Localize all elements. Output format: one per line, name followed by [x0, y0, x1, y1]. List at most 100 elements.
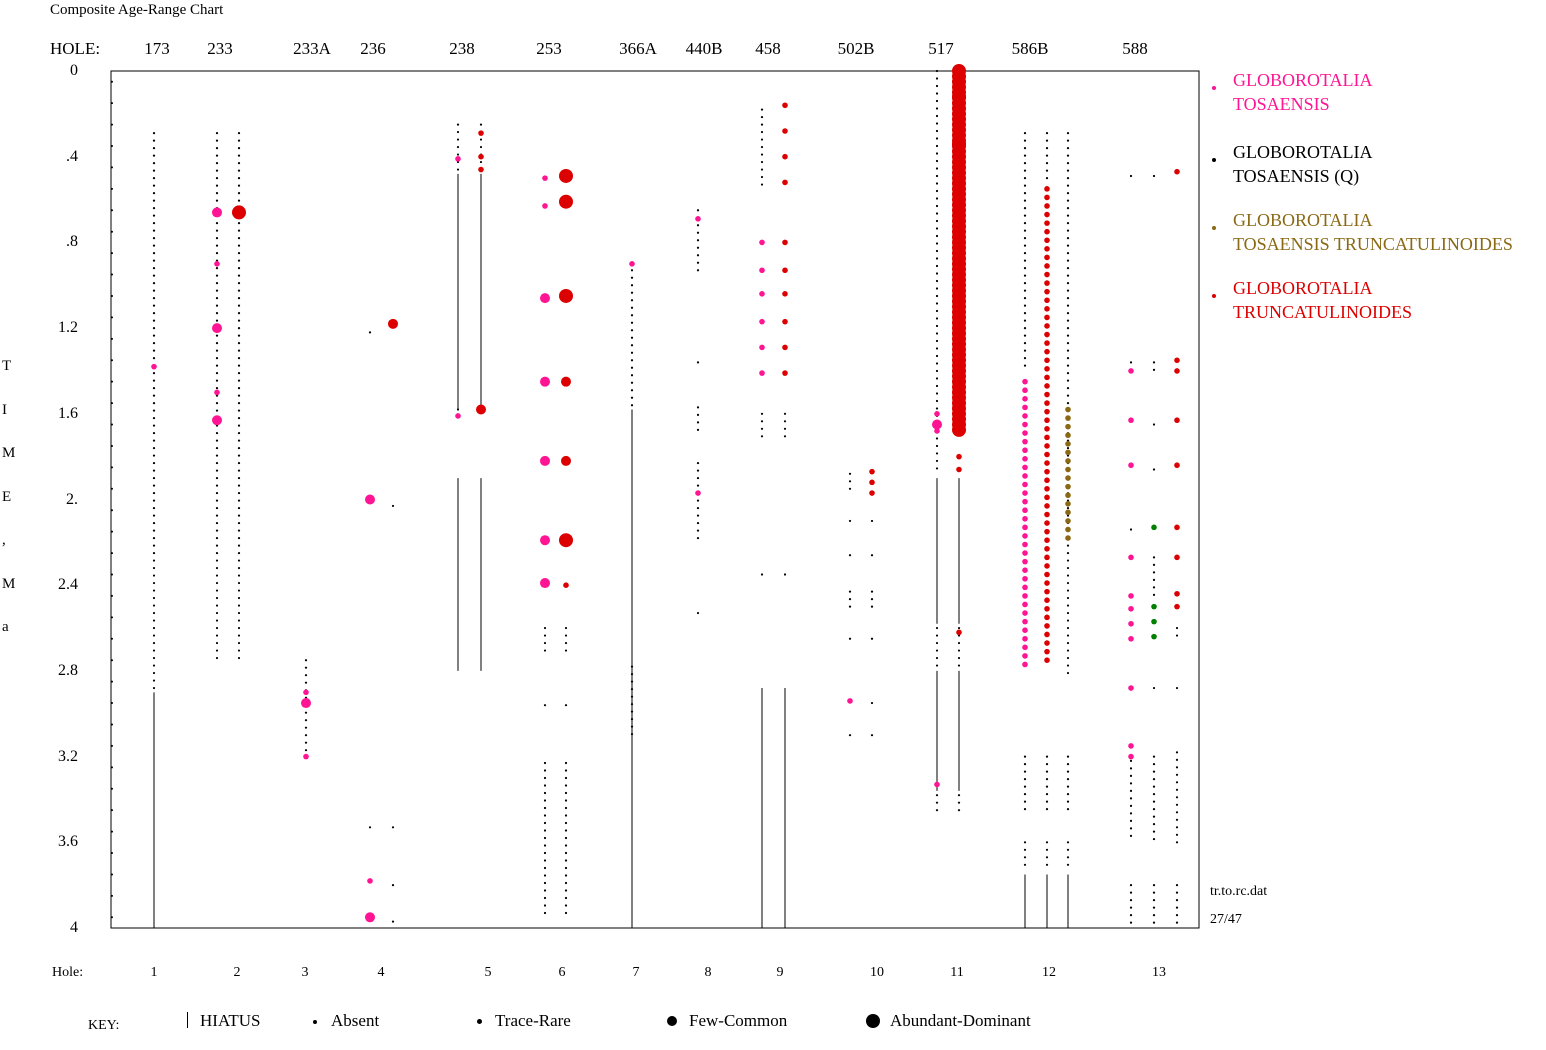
occurrence-dot	[540, 535, 550, 546]
absent-dot	[152, 222, 156, 225]
axis-tick-dot	[111, 594, 113, 597]
absent-dot	[935, 129, 939, 133]
absent-dot	[760, 420, 764, 423]
absent-dot	[696, 536, 700, 540]
axis-tick-dot	[111, 744, 113, 747]
occurrence-dot	[1022, 618, 1028, 625]
absent-dot	[304, 741, 308, 744]
absent-dot	[215, 649, 219, 652]
absent-dot	[215, 484, 219, 487]
absent-dot	[237, 641, 241, 645]
absent-dot	[1066, 394, 1070, 397]
absent-dot	[564, 896, 568, 900]
absent-dot	[215, 297, 219, 300]
absent-dot	[848, 554, 852, 557]
axis-tick-dot	[111, 809, 113, 812]
occurrence-dot	[1022, 455, 1028, 462]
axis-tick-dot	[111, 573, 113, 576]
absent-dot	[564, 836, 568, 840]
absent-dot	[935, 212, 939, 215]
absent-dot	[215, 461, 219, 465]
absent-dot	[237, 356, 241, 360]
hole-code-label: 458	[755, 39, 781, 58]
absent-dot	[215, 641, 219, 645]
occurrence-dot	[388, 318, 398, 329]
hole-number-label: 7	[632, 965, 640, 980]
absent-dot	[630, 321, 634, 324]
absent-dot	[1152, 755, 1156, 758]
key-few-common: Few-Common	[689, 1011, 788, 1030]
occurrence-dot	[540, 578, 550, 589]
occurrence-dot	[1044, 425, 1050, 432]
absent-dot	[1023, 349, 1027, 352]
absent-dot	[543, 889, 547, 892]
key-hiatus: HIATUS	[200, 1011, 261, 1030]
absent-dot	[543, 806, 547, 810]
absent-dot	[152, 237, 156, 240]
y-tick-label: .4	[66, 147, 78, 165]
hole-code-label: 588	[1122, 39, 1148, 58]
absent-dot	[543, 859, 547, 862]
absent-dot	[564, 791, 568, 795]
absent-dot	[237, 551, 241, 555]
absent-dot	[1066, 192, 1070, 195]
hole-number-label: 11	[950, 965, 964, 980]
absent-dot	[760, 130, 764, 134]
absent-dot	[760, 138, 764, 141]
absent-dot	[152, 454, 156, 457]
absent-dot	[935, 227, 939, 230]
absent-dot	[1066, 267, 1070, 270]
absent-dot	[1066, 792, 1070, 796]
absent-dot	[630, 291, 634, 294]
absent-dot	[564, 889, 568, 892]
absent-dot	[564, 806, 568, 810]
absent-dot	[848, 480, 852, 483]
absent-dot	[1045, 755, 1049, 758]
absent-dot	[152, 214, 156, 217]
absent-dot	[1045, 792, 1049, 796]
absent-dot	[304, 734, 308, 737]
occurrence-dot	[1022, 413, 1028, 419]
absent-dot	[215, 604, 219, 607]
absent-dot	[215, 581, 219, 585]
absent-dot	[1066, 841, 1070, 844]
absent-dot	[391, 504, 395, 508]
occurrence-dot	[1065, 458, 1071, 464]
absent-dot	[237, 199, 241, 202]
occurrence-dot	[847, 698, 853, 704]
absent-dot	[1066, 574, 1070, 577]
absent-dot	[935, 399, 939, 403]
occurrence-dot	[1044, 314, 1050, 321]
absent-dot	[304, 674, 308, 677]
axis-tick-dot	[111, 444, 113, 447]
absent-dot	[696, 476, 700, 480]
absent-dot	[1066, 506, 1070, 510]
absent-dot	[456, 153, 460, 156]
occurrence-dot	[1022, 404, 1028, 411]
absent-dot	[935, 144, 939, 148]
absent-dot	[957, 809, 961, 812]
absent-dot	[696, 499, 700, 502]
y-axis-title-letter: E	[2, 488, 12, 505]
absent-dot	[783, 573, 787, 576]
absent-dot	[543, 626, 547, 630]
absent-dot	[870, 598, 874, 601]
absent-dot	[1023, 863, 1027, 866]
occurrence-dot	[869, 479, 875, 486]
absent-dot	[237, 229, 241, 232]
absent-dot	[1066, 800, 1070, 803]
absent-dot	[935, 324, 939, 328]
occurrence-dot	[563, 582, 569, 588]
occurrence-dot	[1174, 462, 1180, 469]
absent-dot	[152, 536, 156, 540]
axis-tick-dot	[111, 766, 113, 769]
absent-dot	[1066, 297, 1070, 300]
absent-dot	[152, 521, 156, 525]
occurrence-dot	[1151, 618, 1157, 625]
absent-dot	[1066, 807, 1070, 811]
occurrence-dot	[1044, 494, 1050, 501]
y-tick-label: 1.6	[58, 404, 78, 422]
occurrence-dot	[1044, 297, 1050, 304]
hole-code-label: 236	[360, 39, 386, 58]
absent-dot	[1129, 899, 1133, 902]
